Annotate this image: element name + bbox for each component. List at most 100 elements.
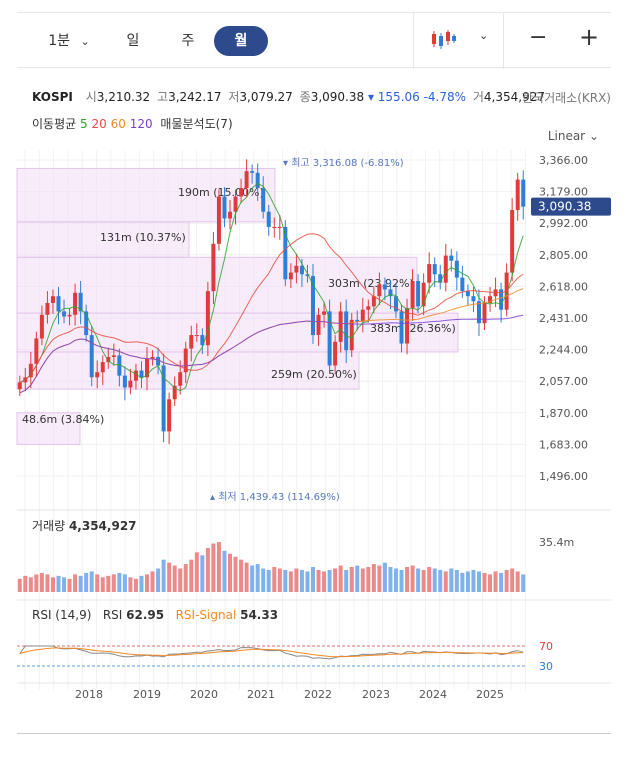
volume-bar	[34, 574, 39, 592]
x-tick-label: 2024	[419, 688, 447, 701]
volume-bar	[216, 542, 221, 592]
volume-bar	[360, 568, 365, 592]
candle	[222, 196, 227, 219]
candle	[338, 311, 343, 342]
candle	[465, 291, 470, 297]
scale-selector[interactable]: Linear ⌄	[548, 129, 599, 143]
candle	[521, 179, 526, 207]
volume-bar	[23, 575, 28, 592]
volume-bar	[67, 578, 72, 592]
volume-current: 4,354,927	[68, 519, 137, 533]
candle	[515, 179, 520, 211]
volume-bar	[294, 568, 299, 592]
x-tick-label: 2023	[362, 688, 390, 701]
volume-bar	[139, 575, 144, 592]
candle	[272, 226, 277, 228]
candle	[211, 243, 216, 292]
volume-bar	[145, 574, 150, 592]
volume-bar	[443, 571, 448, 592]
candle	[421, 282, 426, 307]
moving-averages	[19, 182, 524, 394]
volume-value: 4,354,927	[483, 90, 545, 104]
volume-bar	[482, 572, 487, 592]
y-tick-label: 2,805.00	[539, 249, 588, 262]
volume-bar	[488, 574, 493, 592]
price-chart[interactable]: 48.6m (3.84%) 259m (20.50%) 383m (26.36%) 3…	[0, 0, 641, 720]
volume-bar	[133, 578, 138, 592]
volume-bar	[100, 577, 105, 592]
candle	[371, 296, 376, 307]
tab-day[interactable]: 일	[126, 33, 140, 49]
chart-type-dropdown-icon[interactable]: ⌄	[479, 29, 489, 42]
candle	[122, 375, 127, 388]
candle	[34, 338, 39, 364]
volume-bar	[250, 565, 255, 592]
tab-week[interactable]: 주	[181, 33, 195, 49]
tab-1min[interactable]: 1분 ⌄	[39, 26, 99, 56]
volume-bar	[515, 571, 520, 592]
volume-bar	[111, 574, 116, 592]
candle	[73, 292, 78, 315]
volume-profile-bar	[16, 221, 190, 258]
ma-line-5	[19, 182, 524, 392]
candle	[261, 188, 266, 212]
candle	[161, 365, 166, 432]
tab-month[interactable]: 월	[214, 26, 268, 56]
volume-bar	[465, 571, 470, 592]
volume-bar	[239, 559, 244, 592]
candle	[283, 226, 288, 280]
quote-line: KOSPI 시3,210.32 고3,242.17 저3,079.27 종3,0…	[32, 88, 545, 105]
candle	[471, 296, 476, 302]
volume-bar	[449, 568, 454, 592]
volume-bar	[78, 575, 83, 592]
candle	[310, 275, 315, 336]
volume-bar	[194, 552, 199, 592]
volume-bar	[28, 577, 33, 592]
candle	[377, 284, 382, 297]
low-annotation: ▴ 최저 1,439.43 (114.69%)	[210, 491, 340, 503]
y-axis: 3,366.00 3,179.00 2,992.00 2,805.00 2,618.00…	[531, 154, 611, 483]
toolbar: 1분 ⌄ 일 주 월 ⌄ − +	[17, 12, 611, 69]
toolbar-divider	[413, 13, 414, 69]
candle	[50, 296, 55, 303]
candle	[443, 255, 448, 283]
zoom-in-button[interactable]: +	[579, 23, 600, 51]
candle	[499, 289, 504, 310]
volume-bar	[150, 571, 155, 592]
zoom-out-button[interactable]: −	[529, 25, 548, 50]
volume-bar	[117, 572, 122, 592]
candle	[427, 264, 432, 283]
volume-bar	[277, 568, 282, 592]
volume-bar	[510, 568, 515, 592]
y-tick-label: 3,179.00	[539, 186, 588, 199]
high-value: 3,242.17	[168, 90, 222, 104]
rsi-pane: 70 30	[17, 640, 553, 673]
candle	[299, 265, 304, 275]
y-tick-label: 2,431.00	[539, 312, 588, 325]
candlestick-icon[interactable]	[431, 29, 457, 51]
volume-bar	[405, 567, 410, 592]
candle	[178, 372, 183, 386]
x-tick-label: 2018	[75, 688, 103, 701]
volume-bar	[333, 568, 338, 592]
candle	[449, 255, 454, 261]
chevron-down-icon[interactable]: ⌄	[80, 35, 90, 48]
volume-bar	[421, 569, 426, 592]
volume-bar	[322, 571, 327, 592]
volume-bar	[228, 553, 233, 592]
candle	[388, 289, 393, 297]
volume-bar	[178, 568, 183, 592]
candle	[277, 226, 282, 228]
candle	[78, 292, 83, 312]
exchange-name: 한국거래소(KRX)	[522, 91, 611, 105]
candle	[488, 296, 493, 303]
ma-120: 120	[129, 117, 153, 131]
candle	[366, 306, 371, 310]
last-price-box	[531, 197, 611, 216]
ma-legend[interactable]: 이동평균 5 20 60 120 매물분석도(7)	[32, 115, 233, 132]
last-price-label: 3,090.38	[538, 200, 591, 214]
volume-bar	[299, 569, 304, 592]
volume-bar	[382, 562, 387, 592]
candle	[172, 385, 177, 400]
volume-bar	[499, 572, 504, 592]
